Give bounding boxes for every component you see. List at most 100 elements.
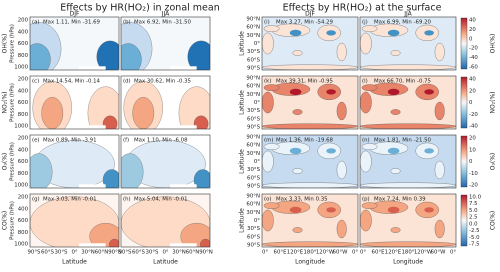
axis-label: Latitude xyxy=(239,208,246,233)
panel-tag: (f) xyxy=(123,138,129,144)
y-tick-label: 90°N xyxy=(246,76,260,82)
hotspot xyxy=(387,88,400,96)
axis-label: Pressure (hPa) xyxy=(10,142,16,181)
map-panel xyxy=(262,194,358,247)
y-tick-label: 90°N xyxy=(246,17,260,23)
colorbar-tick-label: -10 xyxy=(469,171,478,177)
colorbar-tick-label: -20 xyxy=(469,46,478,52)
y-tick-label: 30°S xyxy=(247,226,261,232)
species-label: OH(%) xyxy=(2,34,9,54)
land xyxy=(263,84,280,91)
land xyxy=(263,25,280,32)
terrain xyxy=(169,125,197,129)
y-tick-label: 30°N xyxy=(246,33,260,39)
x-tick-label: 30°S xyxy=(146,250,160,256)
y-tick-label: 200 xyxy=(18,195,29,201)
y-tick-label: 200 xyxy=(18,136,29,142)
y-tick-label: 600 xyxy=(18,159,29,165)
colorbar-tick-label: -5.0 xyxy=(469,235,480,241)
contour-panel xyxy=(30,76,119,129)
terrain xyxy=(78,184,106,188)
y-tick-label: 90°S xyxy=(247,66,261,72)
x-tick-label: 0° xyxy=(262,250,268,256)
y-tick-label: 90°S xyxy=(247,243,261,249)
x-tick-label: 120°E xyxy=(385,250,402,256)
axis-label: Latitude xyxy=(153,259,178,266)
y-tick-label: 30°S xyxy=(247,167,261,173)
contour-fill xyxy=(102,169,119,188)
panel-frame xyxy=(359,193,457,248)
panel-frame xyxy=(359,75,457,130)
colorbar-tick-label: 7.5 xyxy=(469,201,478,207)
colorbar-tick-label: -20 xyxy=(469,183,478,189)
panel-tag: (m) xyxy=(264,138,273,144)
y-tick-label: 1000 xyxy=(14,124,28,130)
panel-frame xyxy=(261,16,359,71)
contour-panel xyxy=(121,194,210,247)
hotspot xyxy=(424,30,434,36)
species-label: OH(%) xyxy=(490,34,497,54)
y-tick-label: 0° xyxy=(254,159,260,165)
contour-fill xyxy=(96,40,119,70)
hotspot xyxy=(387,29,400,37)
map-panel xyxy=(262,76,358,129)
y-tick-label: 60°S xyxy=(247,57,261,63)
panel-frame xyxy=(120,75,211,130)
land xyxy=(292,168,303,174)
land xyxy=(360,32,372,55)
panel-stats: Max 3.03, Min -0.01 xyxy=(43,197,97,203)
colorbar-tick-label: 0 xyxy=(469,36,473,42)
panel-tag: (b) xyxy=(123,20,131,26)
y-tick-label: 30°S xyxy=(247,108,261,114)
y-tick-label: 30°S xyxy=(247,49,261,55)
x-tick-label: 0° xyxy=(360,250,366,256)
colorbar-tick-label: 20 xyxy=(469,136,476,142)
x-tick-label: 0° xyxy=(450,250,456,256)
colorbar xyxy=(460,194,468,247)
species-label: NO₂(%) xyxy=(2,92,9,114)
panel-tag: (o) xyxy=(264,197,272,203)
axis-label: Longitude xyxy=(295,259,325,266)
colorbar-tick-label: -20 xyxy=(469,112,478,118)
species-label: NO₂(%) xyxy=(490,92,497,114)
panel-stats: Max 39.31, Min -0.95 xyxy=(276,79,333,85)
species-label: CO(%) xyxy=(490,211,497,230)
land xyxy=(390,109,401,115)
colorbar-tick-label: 20 xyxy=(469,27,476,33)
panel-tag: (c) xyxy=(32,79,39,85)
x-tick-label: 120°W xyxy=(414,250,433,256)
y-tick-label: 60°S xyxy=(247,116,261,122)
land xyxy=(262,241,358,247)
contour-panel xyxy=(121,76,210,129)
axis-label: Pressure (hPa) xyxy=(10,24,16,63)
y-tick-label: 600 xyxy=(18,100,29,106)
contour-panel xyxy=(121,135,210,188)
colorbar-tick-label: -60 xyxy=(469,65,478,71)
panel-stats: Max 14.54, Min -0.14 xyxy=(43,79,101,85)
terrain xyxy=(169,66,197,70)
panel-tag: (n) xyxy=(362,138,370,144)
axis-label: Latitude xyxy=(239,31,246,56)
species-label: O₃(%) xyxy=(490,153,497,171)
y-tick-label: 30°N xyxy=(246,151,260,157)
map-panel xyxy=(360,194,456,247)
colorbar-tick-label: 40 xyxy=(469,77,476,83)
land xyxy=(262,32,274,55)
column-header: JJA xyxy=(161,11,170,18)
land xyxy=(262,150,274,173)
x-tick-label: 90°S xyxy=(119,250,133,256)
axis-label: Pressure (hPa) xyxy=(10,201,16,240)
y-tick-label: 400 xyxy=(18,29,29,35)
contour-fill xyxy=(41,97,64,129)
x-tick-label: 0° xyxy=(352,250,358,256)
y-tick-label: 800 xyxy=(18,171,29,177)
x-tick-label: 60°W xyxy=(333,250,349,256)
land xyxy=(262,91,274,114)
y-tick-label: 60°N xyxy=(246,84,260,90)
x-tick-label: 30°N xyxy=(81,250,95,256)
contour-fill xyxy=(102,115,118,129)
panel-tag: (j) xyxy=(362,20,368,26)
land xyxy=(360,64,456,70)
hotspot xyxy=(424,89,434,95)
panel-stats: Max 6.92, Min -31.50 xyxy=(134,20,192,26)
